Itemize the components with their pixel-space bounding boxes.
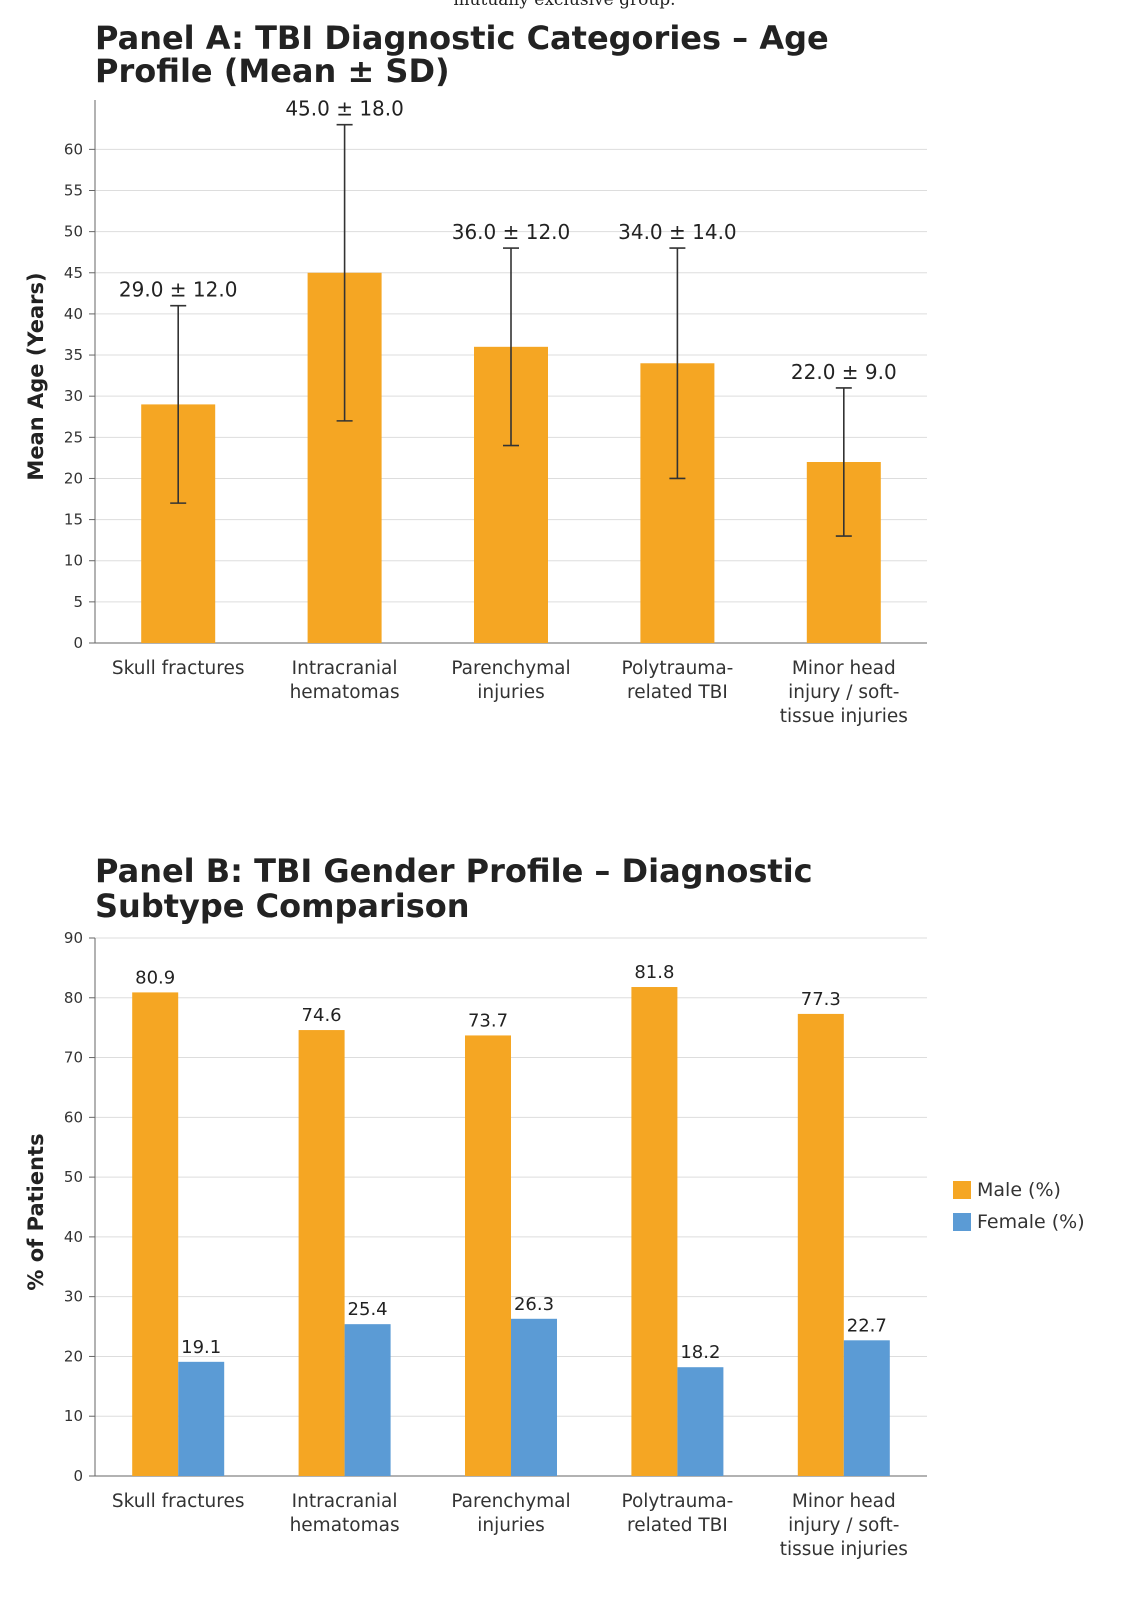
legend: Male (%) Female (%) <box>953 1179 1085 1233</box>
male-bar <box>465 1035 511 1476</box>
category-label: Skull fractures <box>112 1491 245 1512</box>
data-label: 22.7 <box>847 1315 887 1336</box>
male-bar <box>797 1013 844 1476</box>
y-axis-label: % of Patients <box>24 1133 48 1290</box>
category-label-line: Minor head <box>792 658 896 679</box>
data-label: 77.3 <box>801 989 841 1010</box>
y-tick-label: 55 <box>64 182 83 200</box>
legend-label: Female (%) <box>977 1211 1085 1233</box>
data-label: 18.2 <box>680 1342 720 1363</box>
category-label-line: tissue injuries <box>780 706 908 727</box>
legend-label: Male (%) <box>977 1179 1061 1201</box>
panel-b-chart: Panel B: TBI Gender Profile – Diagnostic… <box>24 852 1085 1560</box>
data-label: 80.9 <box>135 967 175 988</box>
y-tick-label: 60 <box>64 1108 83 1126</box>
category-label-line: Intracranial <box>292 658 398 679</box>
panel-a-title-line: Profile (Mean ± SD) <box>95 52 450 90</box>
y-tick-label: 70 <box>64 1049 83 1067</box>
male-bar <box>132 992 179 1476</box>
y-tick-label: 15 <box>64 511 83 529</box>
category-label-line: injuries <box>477 1515 545 1536</box>
female-bar <box>178 1361 225 1476</box>
female-bar <box>843 1340 890 1476</box>
data-label: 22.0 ± 9.0 <box>791 360 897 384</box>
y-tick-label: 50 <box>64 223 83 241</box>
data-label: 34.0 ± 14.0 <box>618 220 737 244</box>
category-label: Intracranial hematomas <box>290 1491 400 1536</box>
y-tick-label: 90 <box>64 929 83 947</box>
top-note: mutually exclusive group. <box>453 0 676 10</box>
y-tick-label: 80 <box>64 989 83 1007</box>
category-label: Polytrauma-related TBI <box>621 658 733 703</box>
data-label: 26.3 <box>514 1294 554 1315</box>
data-label: 25.4 <box>348 1299 388 1320</box>
data-label: 45.0 ± 18.0 <box>285 97 404 121</box>
y-tick-label: 10 <box>64 1407 83 1425</box>
y-tick-label: 40 <box>64 305 83 323</box>
category-label-line: Polytrauma- <box>621 658 733 679</box>
data-label: 29.0 ± 12.0 <box>119 278 238 302</box>
category-label-line: Intracranial <box>292 1491 398 1512</box>
category-label: Minor head injury / soft-tissue injuries <box>780 1491 908 1560</box>
category-label: Minor head injury / soft-tissue injuries <box>780 658 908 727</box>
data-label: 74.6 <box>302 1005 342 1026</box>
category-label-line: Parenchymal <box>451 1491 570 1512</box>
panel-a-title-line: Panel A: TBI Diagnostic Categories – Age <box>95 19 829 57</box>
y-tick-label: 0 <box>73 1467 83 1485</box>
category-label: Intracranial hematomas <box>290 658 400 703</box>
data-label: 19.1 <box>181 1337 221 1358</box>
legend-swatch <box>953 1213 971 1231</box>
category-label-line: hematomas <box>290 1515 400 1536</box>
y-tick-label: 45 <box>64 264 83 282</box>
data-label: 36.0 ± 12.0 <box>452 220 571 244</box>
y-tick-label: 20 <box>64 1347 83 1365</box>
y-axis-label: Mean Age (Years) <box>24 272 48 480</box>
category-label: Parenchymal injuries <box>451 658 570 703</box>
female-bar <box>511 1318 557 1476</box>
y-tick-label: 10 <box>64 552 83 570</box>
category-label-line: related TBI <box>627 682 728 703</box>
category-label-line: injury / soft- <box>788 682 899 703</box>
data-label: 81.8 <box>634 962 674 983</box>
category-label-line: injuries <box>477 682 545 703</box>
category-label-line: Polytrauma- <box>621 1491 733 1512</box>
category-label: Polytrauma-related TBI <box>621 1491 733 1536</box>
category-label-line: Skull fractures <box>112 1491 245 1512</box>
category-label-line: related TBI <box>627 1515 728 1536</box>
female-bar <box>677 1367 724 1476</box>
category-label: Parenchymal injuries <box>451 1491 570 1536</box>
category-label-line: tissue injuries <box>780 1539 908 1560</box>
panel-b-title-line: Panel B: TBI Gender Profile – Diagnostic <box>95 852 813 890</box>
panel-b-title: Panel B: TBI Gender Profile – Diagnostic… <box>95 852 813 925</box>
legend-swatch <box>953 1181 971 1199</box>
y-tick-label: 30 <box>64 387 83 405</box>
y-tick-label: 20 <box>64 469 83 487</box>
category-label: Skull fractures <box>112 658 245 679</box>
panel-b-title-line: Subtype Comparison <box>95 887 470 925</box>
female-bar <box>344 1324 391 1476</box>
y-tick-label: 0 <box>73 634 83 652</box>
category-label-line: hematomas <box>290 682 400 703</box>
y-tick-label: 30 <box>64 1288 83 1306</box>
data-label: 73.7 <box>468 1010 508 1031</box>
y-tick-label: 25 <box>64 428 83 446</box>
y-tick-label: 40 <box>64 1228 83 1246</box>
category-label-line: injury / soft- <box>788 1515 899 1536</box>
male-bar <box>631 987 678 1476</box>
category-label-line: Skull fractures <box>112 658 245 679</box>
category-label-line: Parenchymal <box>451 658 570 679</box>
category-label-line: Minor head <box>792 1491 896 1512</box>
male-bar <box>298 1030 345 1476</box>
y-tick-label: 50 <box>64 1168 83 1186</box>
panel-a-title: Panel A: TBI Diagnostic Categories – Age… <box>95 19 829 90</box>
panel-a-chart: Panel A: TBI Diagnostic Categories – Age… <box>24 19 927 727</box>
y-tick-label: 5 <box>73 593 83 611</box>
y-tick-label: 35 <box>64 346 83 364</box>
y-tick-label: 60 <box>64 140 83 158</box>
